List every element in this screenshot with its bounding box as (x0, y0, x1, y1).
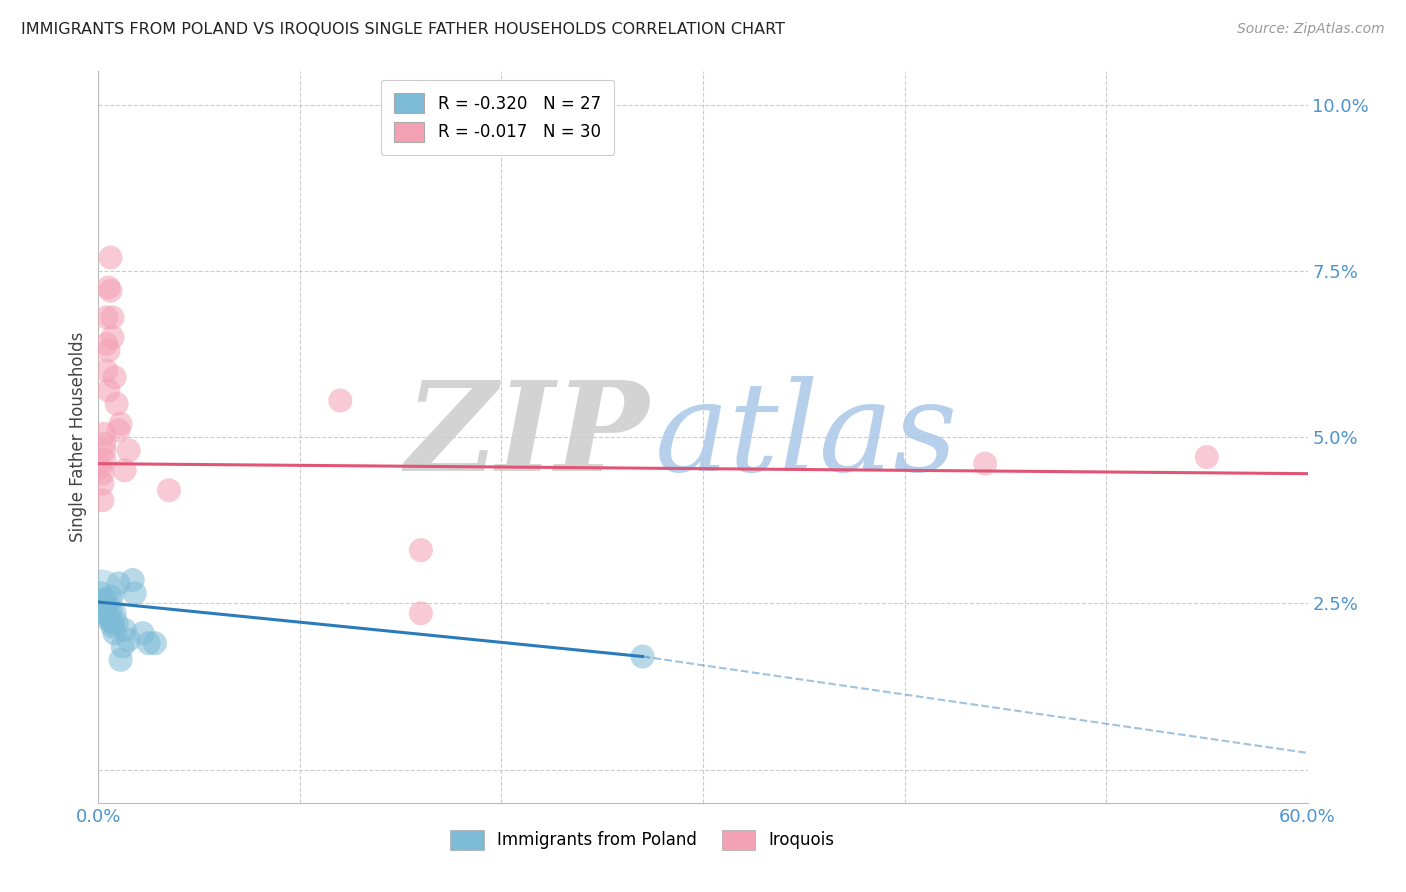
Legend: Immigrants from Poland, Iroquois: Immigrants from Poland, Iroquois (444, 823, 841, 856)
Point (103, 607, 125, 621)
Text: IMMIGRANTS FROM POLAND VS IROQUOIS SINGLE FATHER HOUSEHOLDS CORRELATION CHART: IMMIGRANTS FROM POLAND VS IROQUOIS SINGL… (21, 22, 785, 37)
Point (107, 576, 129, 591)
Point (111, 640, 134, 654)
Point (409, 607, 432, 621)
Point (132, 626, 155, 640)
Point (100, 251, 122, 265)
Point (100, 590, 122, 604)
Point (96, 593, 118, 607)
Point (329, 393, 352, 408)
Point (93, 607, 115, 621)
Point (93, 443, 115, 458)
Point (93, 426, 115, 441)
Text: ZIP: ZIP (405, 376, 648, 498)
Point (96, 363, 118, 377)
Point (138, 636, 160, 650)
Point (97, 343, 120, 358)
Point (114, 623, 136, 637)
Point (105, 616, 128, 631)
Point (409, 543, 432, 558)
Point (101, 616, 124, 631)
Point (105, 397, 128, 411)
Point (124, 586, 146, 600)
Point (93, 596, 115, 610)
Point (118, 632, 141, 647)
Point (96, 599, 118, 614)
Point (143, 636, 166, 650)
Point (93, 453, 115, 467)
Point (101, 310, 124, 325)
Point (91, 493, 114, 508)
Point (89, 586, 111, 600)
Point (91, 467, 114, 481)
Point (631, 649, 654, 664)
Point (100, 284, 122, 298)
Point (89, 586, 111, 600)
Point (101, 330, 124, 344)
Point (97, 613, 120, 627)
Point (103, 370, 125, 384)
Point (110, 417, 132, 431)
Point (97, 609, 120, 624)
Point (107, 424, 129, 438)
Point (1195, 450, 1218, 464)
Text: Source: ZipAtlas.com: Source: ZipAtlas.com (1237, 22, 1385, 37)
Point (157, 483, 180, 498)
Point (91, 603, 114, 617)
Point (91, 476, 114, 491)
Point (96, 310, 118, 325)
Y-axis label: Single Father Households: Single Father Households (69, 332, 87, 542)
Point (91, 593, 114, 607)
Point (118, 443, 141, 458)
Point (103, 626, 125, 640)
Point (97, 280, 120, 294)
Point (97, 384, 120, 398)
Point (114, 463, 136, 477)
Point (93, 436, 115, 450)
Point (974, 457, 997, 471)
Point (121, 573, 143, 587)
Point (89, 460, 111, 475)
Point (110, 653, 132, 667)
Text: atlas: atlas (655, 376, 957, 498)
Point (101, 619, 124, 633)
Point (100, 603, 122, 617)
Point (96, 337, 118, 351)
